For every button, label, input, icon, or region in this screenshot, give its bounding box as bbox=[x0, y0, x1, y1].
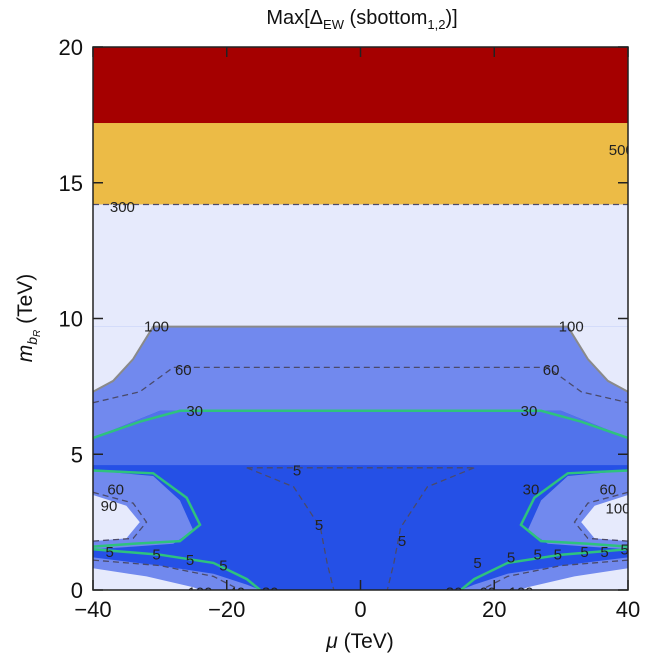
y-tick-label: 10 bbox=[59, 307, 83, 332]
contour-label: 100 bbox=[187, 585, 212, 602]
contour-label: 5 bbox=[554, 547, 562, 564]
x-tick-label: 20 bbox=[482, 597, 506, 622]
contour-label: 60 bbox=[600, 482, 617, 499]
contour-30-lobe-right bbox=[519, 469, 628, 548]
contour-30-lower-left bbox=[93, 548, 261, 590]
contour-label: 60 bbox=[175, 362, 192, 379]
contour-label: 100 bbox=[508, 585, 533, 602]
x-tick-label: −40 bbox=[74, 597, 111, 622]
region-corner-left-light bbox=[93, 568, 200, 590]
y-tick-label: 15 bbox=[59, 171, 83, 196]
x-axis-title: μ (TeV) bbox=[325, 630, 394, 653]
contour-30-lobe-left bbox=[93, 469, 202, 548]
contour-label: 100 bbox=[605, 501, 630, 518]
contour-100 bbox=[93, 325, 628, 393]
region-band bbox=[93, 47, 628, 124]
region-30-60 bbox=[93, 410, 628, 466]
y-tick-label: 20 bbox=[59, 35, 83, 60]
x-tick-label: 0 bbox=[354, 597, 366, 622]
contour-lobe-left-dash bbox=[93, 491, 148, 542]
contour-lower-left-dash bbox=[93, 559, 241, 590]
y-axis: 0 5 10 15 20 bbox=[59, 35, 628, 603]
contour-label: 5 bbox=[621, 541, 629, 558]
y-tick-label: 5 bbox=[71, 442, 83, 467]
contour-label: 500 bbox=[609, 142, 634, 159]
region-lobe-left-inner bbox=[93, 495, 140, 542]
contour-label: 60 bbox=[543, 362, 560, 379]
contour-label: 30 bbox=[186, 403, 203, 420]
chart-title: Max[ΔEW (sbottom1,2)] bbox=[266, 7, 457, 32]
contour-label: 60 bbox=[479, 585, 496, 602]
contour-label: 30 bbox=[446, 585, 463, 602]
contour-label: 90 bbox=[101, 498, 118, 515]
contour-label: 100 bbox=[144, 319, 169, 336]
contour-lines bbox=[93, 203, 628, 590]
contour-label: 5 bbox=[507, 549, 515, 566]
region-band bbox=[93, 204, 628, 327]
contour-5-right bbox=[386, 467, 475, 590]
contour-label: 30 bbox=[523, 482, 540, 499]
contour-label: 5 bbox=[219, 558, 227, 575]
contour-label: 30 bbox=[262, 585, 279, 602]
contour-label: 60 bbox=[107, 482, 124, 499]
contour-label: 5 bbox=[293, 463, 301, 480]
contour-label: 100 bbox=[559, 319, 584, 336]
region-lobe-right-inner bbox=[581, 495, 628, 542]
y-axis-title: mbR (TeV) bbox=[14, 274, 43, 363]
x-tick-label: 40 bbox=[616, 597, 640, 622]
contour-60 bbox=[93, 366, 628, 404]
contour-lower-right-dash bbox=[480, 559, 628, 590]
contour-5-left bbox=[246, 467, 335, 590]
contour-label: 5 bbox=[186, 552, 194, 569]
contour-30-lower-right bbox=[460, 548, 628, 590]
x-tick-label: −20 bbox=[208, 597, 245, 622]
contour-label: 5 bbox=[152, 547, 160, 564]
contour-label: 5 bbox=[600, 544, 608, 561]
x-axis: −40 −20 0 20 40 bbox=[74, 47, 640, 622]
contour-label: 300 bbox=[110, 199, 135, 216]
contour-30 bbox=[93, 409, 628, 440]
contour-label: 5 bbox=[534, 547, 542, 564]
contour-label: 5 bbox=[398, 533, 406, 550]
y-tick-label: 0 bbox=[71, 578, 83, 603]
contour-label: 5 bbox=[473, 555, 481, 572]
region-corner-right-light bbox=[521, 568, 628, 590]
contour-label: 5 bbox=[315, 517, 323, 534]
contour-label: 5 bbox=[106, 544, 114, 561]
contour-lobe-right-dash bbox=[573, 491, 628, 542]
contour-label: 40 bbox=[228, 585, 245, 602]
contour-regions bbox=[93, 47, 628, 590]
contour-label: 30 bbox=[521, 403, 538, 420]
region-band bbox=[93, 123, 628, 205]
region-light-right bbox=[567, 326, 628, 392]
contour-label: 5 bbox=[580, 544, 588, 561]
region-light-left bbox=[93, 326, 154, 392]
